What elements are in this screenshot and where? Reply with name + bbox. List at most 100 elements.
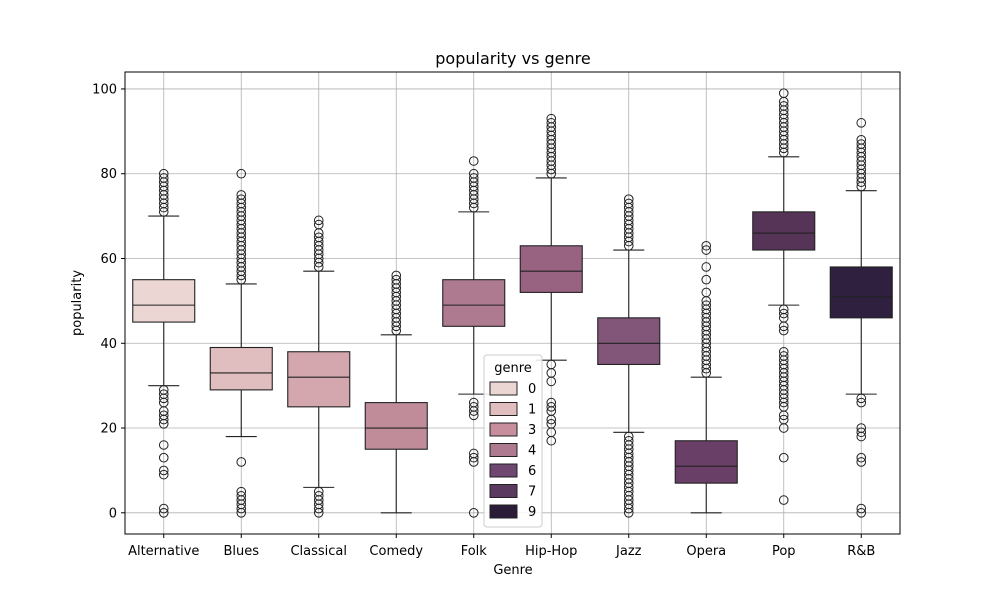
y-axis-title: popularity	[70, 270, 85, 336]
box-iqr	[209, 346, 273, 391]
box-iqr	[364, 402, 428, 450]
box-alternative	[132, 168, 196, 518]
outlier-point	[158, 452, 169, 463]
outlier-point	[236, 503, 247, 514]
x-tick-label: Blues	[223, 544, 259, 559]
outlier-point	[778, 147, 789, 158]
legend-swatch	[489, 504, 518, 519]
outlier-point	[856, 181, 867, 192]
legend-entry: 1	[489, 402, 536, 418]
outlier-point	[236, 457, 247, 467]
legend-entry: 6	[489, 463, 536, 479]
box-iqr	[674, 440, 738, 484]
outlier-point	[468, 452, 479, 463]
legend-entry: 7	[489, 484, 536, 500]
y-tick-label: 40	[100, 337, 117, 352]
outlier-point	[468, 406, 479, 416]
outlier-point	[158, 202, 169, 213]
x-tick-label: R&B	[847, 544, 875, 559]
outlier-point	[778, 452, 789, 463]
legend-label: 4	[528, 444, 536, 459]
outlier-point	[856, 452, 867, 463]
outlier-point	[313, 262, 324, 272]
box-iqr	[442, 279, 506, 327]
box-jazz	[597, 194, 661, 518]
legend-label: 7	[528, 485, 536, 500]
outlier-point	[778, 495, 789, 505]
outlier-point	[158, 440, 169, 450]
outlier-point	[468, 198, 479, 209]
outlier-point	[158, 508, 169, 518]
outlier-point	[778, 423, 789, 433]
chart-title: popularity vs genre	[435, 49, 590, 68]
outlier-point	[778, 321, 789, 332]
y-tick-label: 20	[100, 422, 117, 437]
legend-entry: 9	[489, 504, 536, 520]
outlier-point	[391, 321, 402, 332]
x-tick-label: Alternative	[128, 544, 199, 559]
legend-swatch	[489, 463, 518, 478]
box-folk	[442, 156, 506, 518]
x-axis: Alternative Blues Classical Comedy Folk Hip-H…	[128, 534, 875, 559]
outlier-point	[623, 236, 634, 247]
box-iqr	[132, 279, 196, 323]
legend-swatch	[489, 381, 518, 396]
x-axis-title: Genre	[493, 563, 532, 578]
legend-label: 3	[528, 423, 536, 438]
outlier-point	[856, 393, 867, 404]
outlier-point	[236, 274, 247, 285]
y-tick-label: 60	[100, 252, 117, 267]
outlier-point	[158, 503, 169, 514]
x-tick-label: Classical	[290, 544, 347, 559]
outlier-point	[701, 245, 712, 255]
x-tick-label: Opera	[686, 544, 726, 559]
outlier-point	[701, 240, 712, 251]
outlier-point	[701, 262, 712, 272]
outlier-point	[856, 427, 867, 438]
legend: genre 0 1 3 4 6 7 9	[483, 354, 543, 528]
outlier-point	[701, 368, 712, 378]
outlier-point	[236, 270, 247, 281]
x-tick-label: Pop	[772, 544, 796, 559]
outlier-point	[856, 397, 867, 408]
outlier-point	[778, 410, 789, 421]
outlier-point	[623, 240, 634, 251]
y-tick-label: 100	[92, 82, 117, 97]
outlier-point	[623, 508, 634, 518]
box-comedy	[364, 270, 428, 514]
x-tick-label: Comedy	[369, 544, 423, 559]
outlier-point	[236, 508, 247, 518]
legend-title: genre	[494, 361, 532, 376]
outlier-point	[468, 457, 479, 467]
outlier-point	[856, 431, 867, 442]
outlier-point	[701, 363, 712, 374]
outlier-point	[158, 414, 169, 425]
legend-entry: 0	[489, 381, 536, 397]
outlier-point	[778, 143, 789, 154]
outlier-point	[856, 118, 867, 128]
plot-frame	[124, 71, 901, 535]
outlier-point	[778, 325, 789, 336]
outlier-point	[313, 257, 324, 268]
legend-entry: 3	[489, 422, 536, 438]
legend-swatch	[489, 422, 518, 437]
outlier-point	[623, 503, 634, 514]
outlier-point	[391, 325, 402, 336]
outlier-point	[236, 168, 247, 179]
legend-entry: 4	[489, 443, 536, 459]
outlier-point	[546, 402, 557, 412]
outlier-point	[468, 156, 479, 166]
outlier-point	[313, 215, 324, 226]
box-hip-hop	[519, 113, 583, 446]
outlier-point	[856, 457, 867, 467]
legend-label: 1	[528, 403, 536, 418]
legend-swatch	[489, 484, 518, 498]
outlier-point	[158, 465, 169, 476]
box-pop	[752, 88, 816, 505]
outlier-point	[313, 503, 324, 514]
legend-label: 0	[528, 382, 536, 397]
x-tick-label: Folk	[461, 544, 488, 559]
legend-box	[483, 354, 543, 528]
outlier-point	[778, 397, 789, 408]
x-tick-label: Hip-Hop	[525, 544, 577, 559]
